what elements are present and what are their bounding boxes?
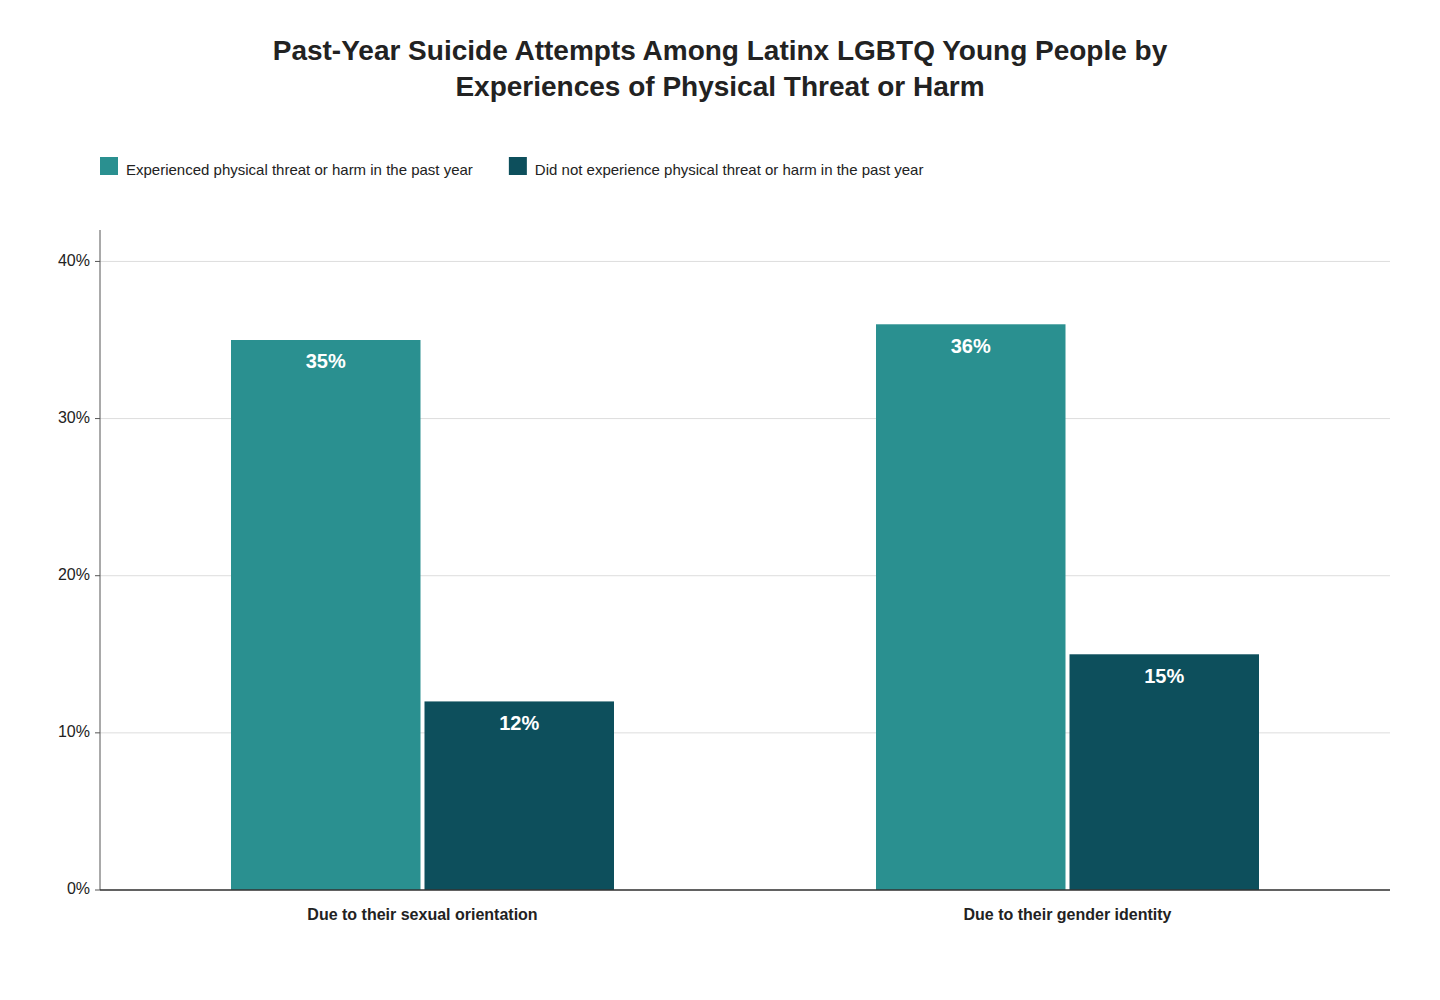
legend-swatch — [100, 157, 118, 175]
bars — [231, 324, 1259, 890]
title: Past-Year Suicide Attempts Among Latinx … — [273, 35, 1168, 102]
grid-line — [100, 890, 1390, 891]
x-tick-label: Due to their gender identity — [963, 906, 1171, 923]
legend: Experienced physical threat or harm in t… — [100, 157, 923, 178]
x-tick-label: Due to their sexual orientation — [307, 906, 537, 923]
y-tick — [95, 575, 100, 576]
legend-item: Did not experience physical threat or ha… — [509, 157, 924, 178]
y-tick-label: 30% — [58, 409, 90, 426]
data-label: 15% — [1144, 665, 1184, 687]
chart-container: Past-Year Suicide Attempts Among Latinx … — [0, 0, 1440, 1000]
bar — [876, 324, 1066, 890]
grid — [100, 261, 1390, 890]
y-axis: 0% 10% 20% 30% 40% — [58, 230, 100, 897]
data-label: 35% — [306, 350, 346, 372]
x-axis-line — [100, 889, 1390, 891]
y-tick — [95, 732, 100, 733]
y-tick — [95, 261, 100, 262]
y-tick-label: 10% — [58, 723, 90, 740]
page: {"chart_data": { "type": "bar", "title":… — [0, 0, 1440, 1000]
legend-swatch — [509, 157, 527, 175]
y-tick-label: 40% — [58, 252, 90, 269]
legend-label: Experienced physical threat or harm in t… — [126, 161, 473, 178]
chart-svg: Past-Year Suicide Attempts Among Latinx … — [0, 0, 1440, 1000]
data-labels: 35% 36% 12% 15% — [306, 335, 1185, 734]
grid-line — [100, 261, 1390, 262]
bar — [1070, 654, 1260, 890]
data-label: 12% — [499, 712, 539, 734]
bar — [231, 340, 421, 890]
title-line: Experiences of Physical Threat or Harm — [455, 71, 984, 102]
legend-item: Experienced physical threat or harm in t… — [100, 157, 473, 178]
y-tick — [95, 890, 100, 891]
x-axis: Due to their sexual orientation Due to th… — [100, 890, 1390, 923]
data-label: 36% — [951, 335, 991, 357]
y-axis-line — [100, 230, 101, 890]
y-tick — [95, 418, 100, 419]
title-line: Past-Year Suicide Attempts Among Latinx … — [273, 35, 1168, 66]
y-tick-label: 20% — [58, 566, 90, 583]
legend-label: Did not experience physical threat or ha… — [535, 161, 924, 178]
bar — [425, 701, 615, 890]
y-tick-label: 0% — [67, 880, 90, 897]
